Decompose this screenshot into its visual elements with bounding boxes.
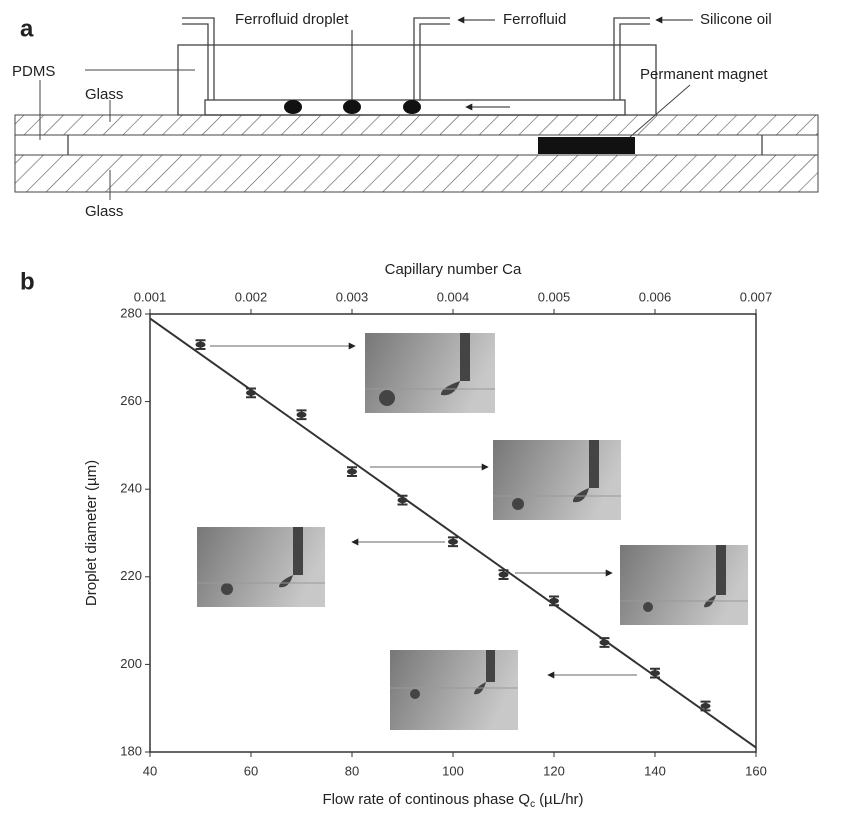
label: Ferrofluid droplet xyxy=(235,11,349,28)
droplet xyxy=(343,100,361,114)
label: Permanent magnet xyxy=(640,66,768,83)
data-point xyxy=(398,497,408,503)
data-point xyxy=(701,703,711,709)
label: Glass xyxy=(85,86,123,103)
channel xyxy=(15,135,818,155)
x-tick-label: 160 xyxy=(745,763,767,778)
x2-tick-label: 0.006 xyxy=(639,289,672,304)
x2-tick-label: 0.007 xyxy=(740,289,773,304)
data-point xyxy=(499,572,509,578)
data-point xyxy=(347,469,357,475)
label: Silicone oil xyxy=(700,11,772,28)
insets xyxy=(197,333,748,730)
glass-top xyxy=(15,115,818,135)
x-tick-label: 60 xyxy=(244,763,258,778)
x-title-unit: (µL/hr) xyxy=(539,791,583,808)
x2-tick-label: 0.002 xyxy=(235,289,268,304)
x-tick-label: 140 xyxy=(644,763,666,778)
y-tick-label: 200 xyxy=(120,656,142,671)
data-point xyxy=(650,670,660,676)
x-tick-label: 80 xyxy=(345,763,359,778)
droplet xyxy=(284,100,302,114)
x-title-main: Flow rate of continous phase Q xyxy=(322,791,530,808)
x-title-sub: c xyxy=(530,799,535,810)
label: Ferrofluid xyxy=(503,11,566,28)
chart: b Capillary number Ca Flow rate of conti… xyxy=(20,261,756,810)
magnet xyxy=(538,137,635,154)
figure: a Ferrofluid droplet Ferrofluid Silicone… xyxy=(0,0,846,814)
x2-tick-label: 0.005 xyxy=(538,289,571,304)
glass-bottom xyxy=(15,155,818,192)
y-tick-label: 260 xyxy=(120,393,142,408)
data-point xyxy=(549,598,559,604)
tube xyxy=(182,18,214,100)
tube xyxy=(614,18,650,100)
tube xyxy=(414,18,450,100)
data-point xyxy=(196,342,206,348)
x-tick-label: 40 xyxy=(143,763,157,778)
panel-label: b xyxy=(20,268,35,295)
y-tick-label: 180 xyxy=(120,743,142,758)
y-tick-label: 280 xyxy=(120,305,142,320)
x-tick-label: 120 xyxy=(543,763,565,778)
x2-axis-title: Capillary number Ca xyxy=(385,261,522,278)
data-point xyxy=(600,640,610,646)
schematic: a Ferrofluid droplet Ferrofluid Silicone… xyxy=(12,11,818,220)
droplet xyxy=(403,100,421,114)
y-tick-label: 220 xyxy=(120,568,142,583)
y-axis-title: Droplet diameter (µm) xyxy=(83,460,100,606)
x2-tick-label: 0.001 xyxy=(134,289,167,304)
panel-label: a xyxy=(20,15,34,42)
data-point xyxy=(448,539,458,545)
y-tick-label: 240 xyxy=(120,481,142,496)
data-point xyxy=(246,390,256,396)
x2-tick-label: 0.003 xyxy=(336,289,369,304)
label: Glass xyxy=(85,203,123,220)
label: PDMS xyxy=(12,63,55,80)
x-axis-title: Flow rate of continous phase Qc (µL/hr) xyxy=(322,791,583,810)
x2-tick-label: 0.004 xyxy=(437,289,470,304)
data-point xyxy=(297,412,307,418)
x-tick-label: 100 xyxy=(442,763,464,778)
